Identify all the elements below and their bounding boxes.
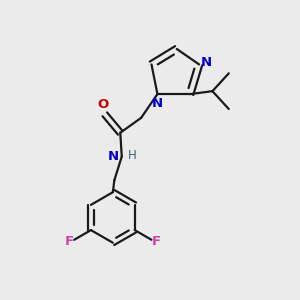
Text: H: H: [128, 149, 137, 162]
Text: F: F: [152, 235, 161, 248]
Text: N: N: [108, 150, 119, 163]
Text: F: F: [65, 235, 74, 248]
Text: O: O: [98, 98, 109, 111]
Text: N: N: [152, 97, 163, 110]
Text: N: N: [200, 56, 212, 69]
